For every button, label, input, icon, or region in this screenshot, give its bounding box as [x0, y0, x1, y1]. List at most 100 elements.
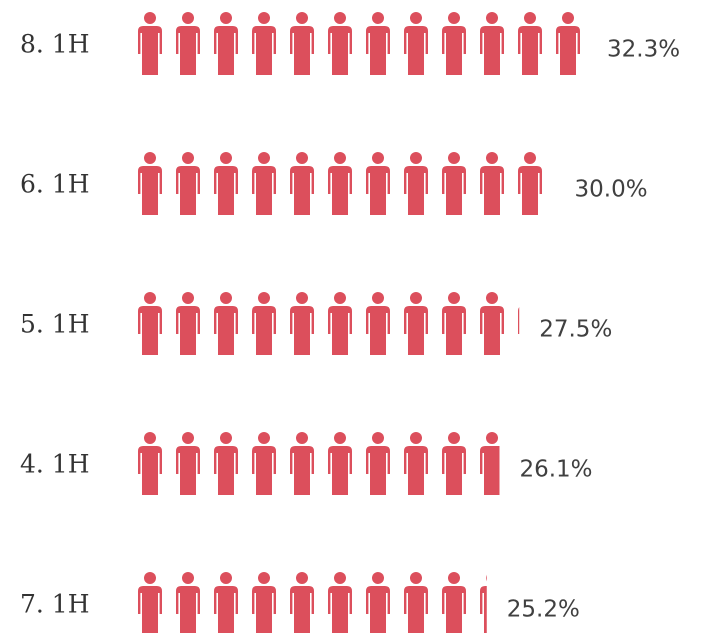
person-icon [404, 292, 428, 355]
icon-body [404, 306, 428, 355]
person-icon [442, 152, 466, 215]
person-icon [252, 572, 276, 633]
person-icon [176, 432, 200, 495]
category-label: 6. 1H [20, 170, 90, 199]
person-icon [518, 12, 542, 75]
icon-body [290, 166, 314, 215]
icon-head [220, 572, 232, 584]
person-icon [480, 152, 504, 215]
person-icon [404, 152, 428, 215]
person-icon [290, 152, 314, 215]
icon-body [290, 26, 314, 75]
person-icon [138, 292, 162, 355]
icon-body [518, 166, 542, 215]
person-icon [366, 152, 390, 215]
person-icon [214, 152, 238, 215]
person-icon [290, 432, 314, 495]
icon-body [176, 586, 200, 633]
icon-head [562, 12, 574, 24]
icon-body [252, 26, 276, 75]
icon-head [334, 432, 346, 444]
icon-head [258, 152, 270, 164]
icon-body [328, 586, 352, 633]
icon-body [518, 26, 542, 75]
person-icon [328, 12, 352, 75]
icon-head [524, 152, 536, 164]
icon-head [562, 572, 574, 584]
person-icon [252, 12, 276, 75]
person-icon [442, 572, 466, 633]
icon-body [252, 306, 276, 355]
icon-body [252, 446, 276, 495]
person-icon [176, 12, 200, 75]
icon-head [296, 12, 308, 24]
icon-head [486, 152, 498, 164]
icon-head [182, 12, 194, 24]
icon-body [442, 306, 466, 355]
category-label: 8. 1H [20, 30, 90, 59]
category-label: 4. 1H [20, 450, 90, 479]
icon-row [138, 12, 580, 75]
icon-body [214, 446, 238, 495]
icon-body [176, 446, 200, 495]
icon-body [328, 26, 352, 75]
icon-body [328, 446, 352, 495]
icon-body [214, 166, 238, 215]
person-icon [480, 12, 504, 75]
icon-head [372, 292, 384, 304]
person-icon [404, 432, 428, 495]
icon-head [258, 572, 270, 584]
icon-body [328, 166, 352, 215]
person-icon [480, 292, 504, 355]
icon-body [138, 446, 162, 495]
icon-head [334, 152, 346, 164]
icon-head [182, 292, 194, 304]
value-label: 25.2% [507, 597, 580, 623]
person-icon [176, 292, 200, 355]
icon-head [144, 292, 156, 304]
icon-body [366, 306, 390, 355]
icon-body [480, 166, 504, 215]
person-icon [138, 432, 162, 495]
icon-body [252, 166, 276, 215]
person-icon [480, 575, 487, 633]
icon-body [214, 26, 238, 75]
icon-body [480, 446, 500, 495]
icon-head [372, 152, 384, 164]
person-icon [366, 292, 390, 355]
icon-head [410, 152, 422, 164]
person-icon [290, 572, 314, 633]
icon-head [486, 12, 498, 24]
icon-head [410, 572, 422, 584]
icon-body [442, 166, 466, 215]
icon-body [176, 306, 200, 355]
value-label: 30.0% [575, 177, 648, 203]
person-icon [328, 152, 352, 215]
icon-body [480, 26, 504, 75]
icon-body [366, 166, 390, 215]
person-icon [138, 572, 162, 633]
icon-body [366, 26, 390, 75]
icon-body [290, 586, 314, 633]
icon-head [182, 572, 194, 584]
icon-head [410, 12, 422, 24]
person-icon [290, 292, 314, 355]
icon-body [404, 166, 428, 215]
icon-head [524, 432, 536, 444]
icon-head [144, 12, 156, 24]
value-label: 27.5% [539, 317, 612, 343]
icon-body [480, 586, 487, 633]
icon-head [372, 572, 384, 584]
icon-head [220, 12, 232, 24]
person-icon [480, 432, 500, 495]
icon-body [214, 586, 238, 633]
icon-head [486, 432, 498, 444]
category-label: 5. 1H [20, 310, 90, 339]
icon-head [486, 292, 498, 304]
icon-body [480, 306, 504, 355]
person-icon [366, 432, 390, 495]
person-icon [252, 152, 276, 215]
icon-body [176, 166, 200, 215]
person-icon [290, 12, 314, 75]
person-icon [442, 12, 466, 75]
